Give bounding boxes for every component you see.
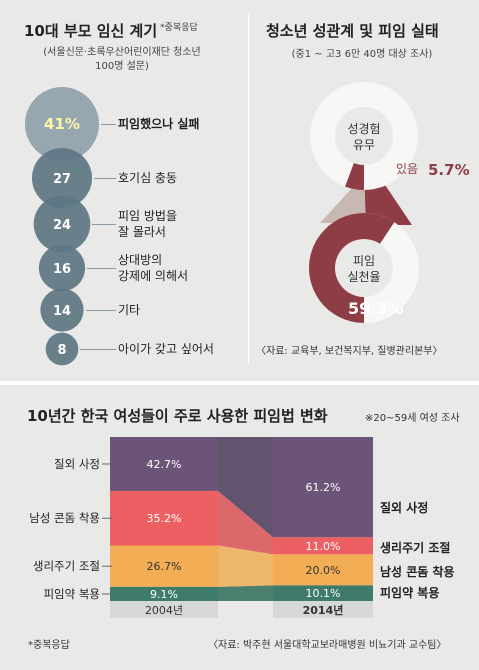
bar-value-label: 11.0% bbox=[306, 540, 341, 553]
contraception-change-panel: 10년간 한국 여성들이 주로 사용한 피임법 변화 ※20~59세 여성 조사… bbox=[0, 385, 479, 670]
flow-connector-4 bbox=[218, 585, 273, 601]
survey-note: ※20~59세 여성 조사 bbox=[365, 413, 460, 424]
bubble-chart: 41% 27 24 16 14 8 bbox=[25, 87, 99, 366]
bubble-4 bbox=[38, 244, 86, 292]
contraception-change-source: 〈자료: 박주현 서울대학교보라매병원 비뇨기과 교수팀〉 bbox=[208, 640, 447, 651]
pregnancy-cause-subtitle: (서울신문·초록우산어린이재단 청소년 100명 설문) bbox=[22, 46, 222, 74]
donut-2-value-label: 59.3% bbox=[348, 299, 404, 318]
flow-connector-3 bbox=[218, 545, 273, 587]
series-label-left: 남성 콘돔 착용 bbox=[29, 511, 100, 526]
bar-value-label: 10.1% bbox=[306, 587, 341, 600]
youth-contraception-panel: 청소년 성관계 및 피임 실태 (중1 ~ 고3 6만 40명 대상 조사) 성… bbox=[248, 0, 479, 380]
bar-segment-1-2 bbox=[110, 490, 218, 546]
bubble-category-label: 아이가 갖고 싶어서 bbox=[118, 341, 214, 357]
bubble-category-label: 기타 bbox=[118, 302, 140, 318]
stacked-bar-chart: 42.7% 35.2% 26.7% 9.1% 2004년 61.2% 11.0% 20.0% 1… bbox=[102, 437, 373, 618]
bubble-category-line: 피임 방법을 bbox=[118, 209, 178, 223]
panel-divider-vertical bbox=[248, 14, 249, 364]
bubble-value-6: 8 bbox=[57, 343, 66, 358]
donut-center-label: 유무 bbox=[353, 138, 375, 152]
bubble-category-line: 상대방의 bbox=[118, 253, 163, 267]
bar-value-label: 26.7% bbox=[147, 560, 182, 573]
youth-contraception-title: 청소년 성관계 및 피임 실태 bbox=[266, 22, 439, 40]
bar-value-label: 20.0% bbox=[306, 564, 341, 577]
flow-connector-2 bbox=[218, 490, 273, 555]
year-label: 2004년 bbox=[145, 604, 183, 617]
donut-slice-1 bbox=[345, 163, 364, 190]
bubble-3 bbox=[33, 195, 91, 253]
bar-segment-2-1 bbox=[273, 437, 373, 538]
bubble-value-3: 24 bbox=[53, 218, 71, 233]
donut-center-label: 실천율 bbox=[347, 269, 380, 284]
bubble-value-2: 27 bbox=[53, 172, 71, 187]
pregnancy-cause-title-text: 10대 부모 임신 계기 bbox=[24, 22, 158, 40]
bar-segment-2-2 bbox=[273, 537, 373, 555]
bubble-5 bbox=[40, 288, 84, 332]
bubble-2 bbox=[31, 147, 93, 209]
bubble-value-5: 14 bbox=[53, 304, 71, 319]
bar-value-label: 61.2% bbox=[306, 481, 341, 494]
bubble-leader-line bbox=[87, 268, 116, 269]
bubble-category-label: 피임했으나 실패 bbox=[118, 116, 199, 132]
donut-1-value-label: 5.7% bbox=[428, 161, 470, 179]
donut-center-label: 성경험 bbox=[347, 122, 380, 136]
series-label-right: 생리주기 조절 bbox=[380, 541, 451, 555]
bar-segment-1-1 bbox=[110, 437, 218, 491]
bubble-category-line: 강제에 의해서 bbox=[118, 269, 189, 283]
donut-center-label: 피임 bbox=[353, 254, 375, 268]
pregnancy-cause-subtitle-line-2: 100명 설문) bbox=[95, 61, 149, 72]
year-label-bg bbox=[273, 601, 373, 618]
pregnancy-cause-title: 10대 부모 임신 계기 *중복응답 bbox=[24, 20, 198, 41]
flow-connector-1 bbox=[218, 437, 273, 538]
bubble-leader-line bbox=[80, 349, 116, 350]
bar-value-label: 9.1% bbox=[150, 588, 178, 601]
bubble-1 bbox=[25, 87, 99, 161]
multiple-response-note: *중복응답 bbox=[160, 23, 198, 33]
bubble-category-line: 피임했으나 실패 bbox=[118, 117, 200, 131]
bubble-category-line: 기타 bbox=[118, 303, 141, 317]
bubble-leader-line bbox=[85, 310, 116, 311]
bar-segment-2-3 bbox=[273, 554, 373, 586]
contraception-change-title: 10년간 한국 여성들이 주로 사용한 피임법 변화 bbox=[27, 407, 328, 425]
bubble-category-line: 호기심 충동 bbox=[118, 171, 178, 185]
series-label-right: 질외 사정 bbox=[380, 501, 429, 515]
panel-divider-horizontal bbox=[0, 381, 479, 385]
bar-segment-1-3 bbox=[110, 545, 218, 587]
year-label-bg bbox=[110, 601, 218, 618]
bubble-6 bbox=[45, 332, 79, 366]
bubble-value-1: 41% bbox=[44, 115, 80, 133]
year-label: 2014년 bbox=[303, 603, 344, 617]
bar-value-label: 35.2% bbox=[147, 512, 182, 525]
bubble-category-line: 아이가 갖고 싶어서 bbox=[118, 342, 214, 356]
youth-contraception-subtitle: (중1 ~ 고3 6만 40명 대상 조사) bbox=[291, 49, 433, 60]
pregnancy-cause-subtitle-line-1: (서울신문·초록우산어린이재단 청소년 bbox=[43, 47, 201, 58]
bubble-category-line: 잘 몰라서 bbox=[118, 225, 166, 239]
bubble-leader-line bbox=[94, 178, 116, 179]
footnote-multiple-response: *중복응답 bbox=[28, 640, 70, 651]
donut-1-category-label: 있음 bbox=[396, 162, 418, 176]
bubble-value-4: 16 bbox=[53, 262, 71, 277]
bar-value-label: 42.7% bbox=[147, 458, 182, 471]
donut-slice-2 bbox=[309, 212, 395, 323]
series-label-left: 피임약 복용 bbox=[43, 586, 100, 601]
pregnancy-cause-panel: 10대 부모 임신 계기 *중복응답 (서울신문·초록우산어린이재단 청소년 10… bbox=[0, 0, 248, 380]
series-label-left: 생리주기 조절 bbox=[32, 559, 100, 574]
bubble-leader-line bbox=[92, 224, 116, 225]
bar-segment-2-4 bbox=[273, 585, 373, 601]
series-label-right: 남성 콘돔 착용 bbox=[380, 565, 455, 579]
bar-segment-1-4 bbox=[110, 586, 218, 601]
bubble-category-label: 호기심 충동 bbox=[118, 170, 177, 186]
youth-contraception-source: 〈자료: 교육부, 보건복지부, 질병관리본부〉 bbox=[256, 346, 443, 357]
series-label-left: 질외 사정 bbox=[54, 456, 100, 471]
bubble-leader-line bbox=[101, 124, 116, 125]
series-label-right: 피임약 복용 bbox=[380, 586, 440, 600]
